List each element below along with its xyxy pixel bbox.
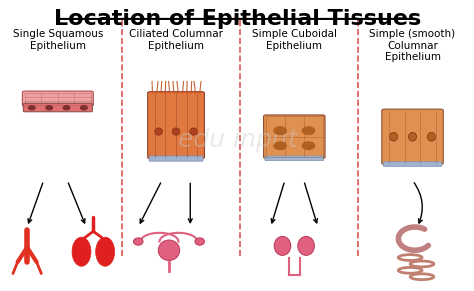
FancyBboxPatch shape [383,162,442,166]
Ellipse shape [428,132,436,141]
Ellipse shape [274,236,291,255]
Ellipse shape [155,128,163,135]
Ellipse shape [298,236,314,255]
Ellipse shape [195,238,204,245]
FancyBboxPatch shape [148,92,204,159]
Ellipse shape [172,128,180,135]
Circle shape [28,106,35,110]
Circle shape [46,106,53,110]
Circle shape [81,106,87,110]
Text: edu input: edu input [178,128,297,152]
Text: Location of Epithelial Tissues: Location of Epithelial Tissues [54,9,421,29]
FancyBboxPatch shape [382,109,443,164]
Ellipse shape [409,132,417,141]
FancyBboxPatch shape [265,156,324,161]
Ellipse shape [72,237,91,266]
FancyBboxPatch shape [22,91,93,106]
FancyBboxPatch shape [149,156,203,161]
Text: Simple (smooth)
Columnar
Epithelium: Simple (smooth) Columnar Epithelium [369,29,456,62]
Text: Simple Cuboidal
Epithelium: Simple Cuboidal Epithelium [252,29,337,51]
Circle shape [302,142,315,150]
Circle shape [63,106,70,110]
Ellipse shape [134,238,143,245]
Ellipse shape [190,128,197,135]
Circle shape [274,127,286,134]
Circle shape [274,142,286,150]
Circle shape [302,127,315,134]
FancyBboxPatch shape [23,103,92,112]
FancyBboxPatch shape [264,115,325,159]
Ellipse shape [96,237,115,266]
Ellipse shape [390,132,398,141]
Text: Single Squamous
Epithelium: Single Squamous Epithelium [13,29,103,51]
Ellipse shape [158,240,180,260]
Text: Ciliated Columnar
Epithelium: Ciliated Columnar Epithelium [129,29,223,51]
